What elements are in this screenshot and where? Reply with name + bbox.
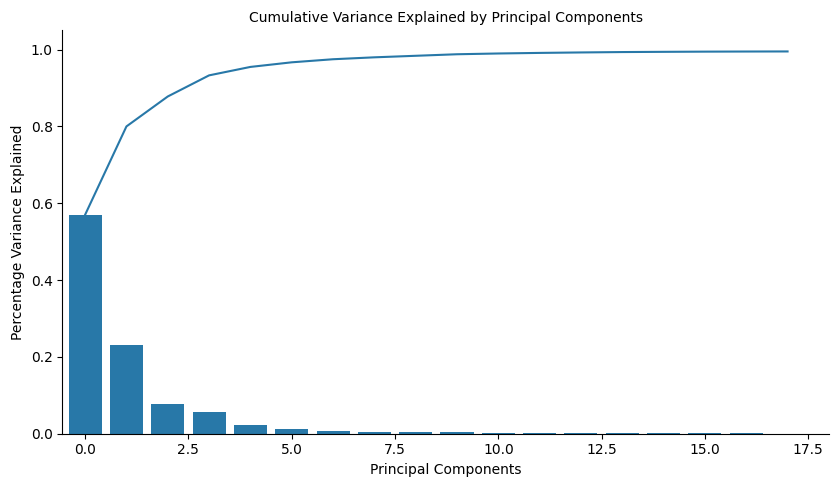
Bar [440, 432, 474, 434]
Bar [234, 425, 267, 434]
Bar [276, 429, 308, 434]
Title: Cumulative Variance Explained by Principal Components: Cumulative Variance Explained by Princip… [249, 11, 643, 25]
Bar [482, 433, 515, 434]
Bar [399, 432, 433, 434]
Bar [317, 430, 349, 434]
Y-axis label: Percentage Variance Explained: Percentage Variance Explained [11, 124, 25, 340]
X-axis label: Principal Components: Principal Components [370, 463, 522, 477]
Bar [69, 215, 102, 434]
Bar [192, 412, 226, 434]
Bar [358, 432, 391, 434]
Bar [151, 404, 184, 434]
Bar [523, 433, 556, 434]
Bar [110, 346, 143, 434]
